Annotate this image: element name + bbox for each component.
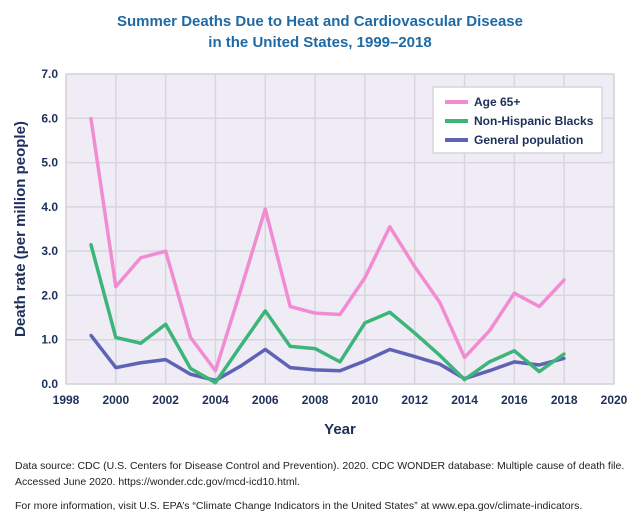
y-axis-label: Death rate (per million people) <box>12 121 29 337</box>
data-point <box>263 309 267 313</box>
x-tick-label: 2002 <box>152 393 179 407</box>
data-point <box>438 362 442 366</box>
data-point <box>562 352 566 356</box>
data-point <box>487 329 491 333</box>
data-point <box>164 249 168 253</box>
data-point <box>139 361 143 365</box>
data-point <box>512 349 516 353</box>
y-tick-label: 6.0 <box>41 111 58 125</box>
x-axis-label: Year <box>324 421 356 438</box>
data-point <box>388 225 392 229</box>
y-tick-label: 0.0 <box>41 377 58 391</box>
data-point <box>338 369 342 373</box>
data-point <box>562 278 566 282</box>
legend-label: General population <box>474 133 583 147</box>
more-info-note: For more information, visit U.S. EPA’s “… <box>15 500 583 512</box>
data-point <box>189 372 193 376</box>
data-point <box>313 368 317 372</box>
series-line-age-65- <box>89 118 566 373</box>
x-tick-label: 2000 <box>102 393 129 407</box>
data-point <box>438 353 442 357</box>
series-line-non-hispanic-blacks <box>89 244 566 385</box>
data-point <box>139 256 143 260</box>
data-point <box>164 358 168 362</box>
data-point <box>189 336 193 339</box>
data-point <box>263 347 267 351</box>
source-line-1: Data source: CDC (U.S. Centers for Disea… <box>15 460 625 472</box>
data-point <box>363 321 367 325</box>
data-point <box>288 305 292 308</box>
data-point <box>313 347 317 351</box>
x-tick-label: 2016 <box>501 393 528 407</box>
y-tick-label: 2.0 <box>41 288 58 302</box>
data-point <box>413 331 417 335</box>
data-point <box>238 364 242 368</box>
data-point <box>388 310 392 314</box>
x-tick-label: 2010 <box>352 393 379 407</box>
data-point <box>338 312 342 316</box>
data-point <box>512 291 516 295</box>
data-point <box>164 322 168 326</box>
data-point <box>213 369 217 373</box>
data-point <box>413 265 417 269</box>
series-line-general-population <box>89 334 565 383</box>
data-point <box>338 360 342 364</box>
y-tick-label: 5.0 <box>41 156 58 170</box>
x-tick-label: 2014 <box>451 393 478 407</box>
legend-label: Non-Hispanic Blacks <box>474 114 594 128</box>
data-point <box>89 243 93 246</box>
source-note: Data source: CDC (U.S. Centers for Disea… <box>15 458 624 490</box>
data-point <box>288 344 292 348</box>
data-point <box>388 347 392 351</box>
data-point <box>313 311 317 315</box>
data-point <box>537 363 541 367</box>
data-point <box>562 356 566 360</box>
data-point <box>463 378 467 382</box>
data-point <box>139 341 143 345</box>
data-point <box>189 367 193 370</box>
data-point <box>487 360 491 364</box>
legend-label: Age 65+ <box>474 95 520 109</box>
data-point <box>238 344 242 348</box>
data-point <box>537 305 541 308</box>
y-tick-label: 7.0 <box>41 67 58 81</box>
x-tick-label: 2004 <box>202 393 229 407</box>
y-tick-label: 4.0 <box>41 200 58 214</box>
data-point <box>288 366 292 370</box>
data-point <box>238 289 242 293</box>
x-tick-label: 2018 <box>551 393 578 407</box>
title-line: Summer Deaths Due to Heat and Cardiovasc… <box>117 13 523 30</box>
x-tick-label: 2008 <box>302 393 329 407</box>
data-point <box>438 300 442 304</box>
data-point <box>487 369 491 373</box>
data-point <box>363 276 367 280</box>
data-point <box>89 116 93 120</box>
data-point <box>89 333 93 337</box>
y-tick-label: 3.0 <box>41 244 58 258</box>
data-point <box>213 381 217 385</box>
data-point <box>114 366 118 370</box>
x-tick-label: 2006 <box>252 393 279 407</box>
data-point <box>114 336 118 339</box>
data-point <box>537 370 541 374</box>
data-point <box>363 359 367 363</box>
x-tick-label: 2020 <box>601 393 628 407</box>
subtitle-line: in the United States, 1999–2018 <box>208 34 432 51</box>
source-line-2: Accessed June 2020. https://wonder.cdc.g… <box>15 476 300 488</box>
x-tick-label: 1998 <box>53 393 80 407</box>
data-point <box>463 355 467 359</box>
data-point <box>413 355 417 359</box>
data-point <box>512 360 516 364</box>
y-tick-label: 1.0 <box>41 333 58 347</box>
x-tick-label: 2012 <box>401 393 428 407</box>
data-point <box>263 207 267 211</box>
chart-title: Summer Deaths Due to Heat and Cardiovasc… <box>0 11 640 53</box>
data-point <box>114 285 118 289</box>
